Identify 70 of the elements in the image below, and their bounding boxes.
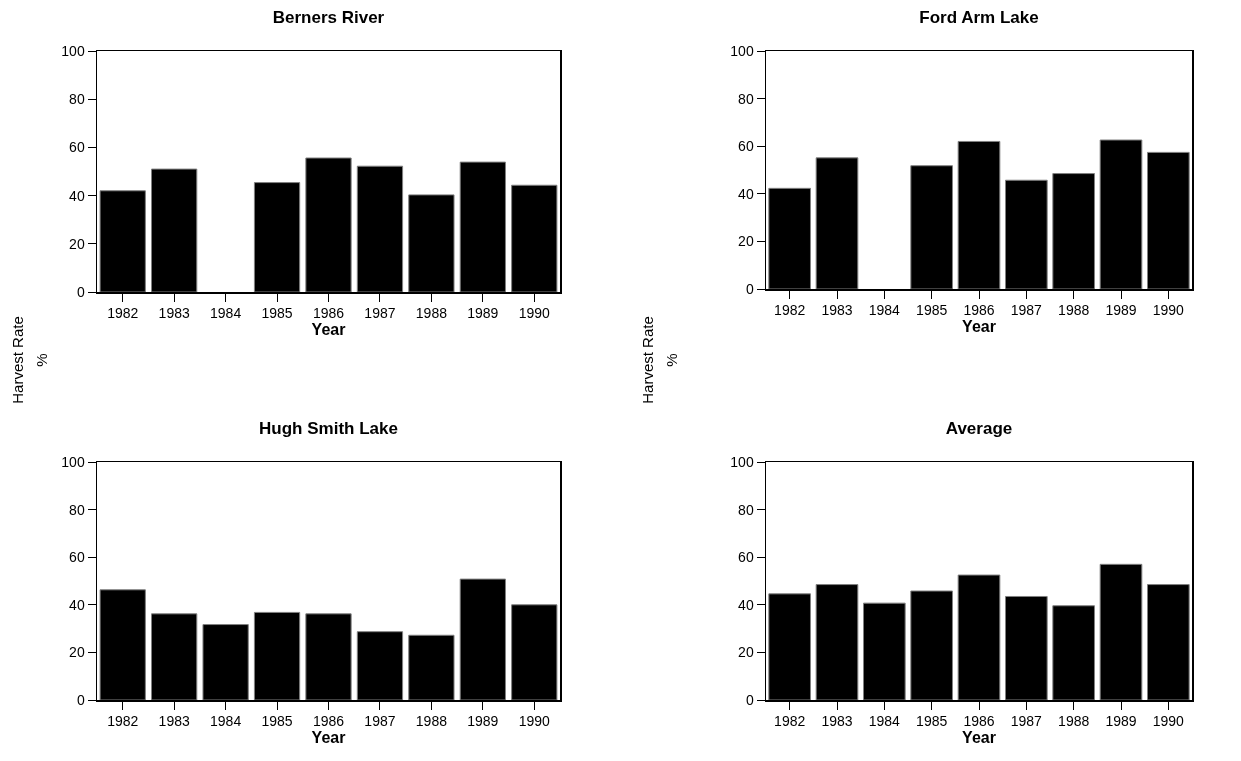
chart-title: Hugh Smith Lake	[259, 419, 398, 438]
x-tick-label: 1983	[158, 713, 190, 730]
y-tick-label: 20	[738, 644, 754, 661]
x-tick-label: 1982	[107, 305, 139, 322]
y-tick-label: 0	[76, 283, 85, 300]
y-tick-label: 80	[738, 501, 754, 518]
x-tick-label: 1984	[868, 302, 901, 319]
x-tick-label: 1985	[916, 302, 948, 319]
x-axis-title: Year	[962, 318, 996, 336]
x-tick-label: 1989	[467, 305, 499, 322]
x-tick-label: 1984	[210, 305, 242, 322]
x-axis-title: Year	[311, 321, 346, 339]
x-tick-label: 1988	[415, 305, 448, 322]
x-tick-label: 1988	[415, 713, 448, 730]
y-tick-label: 0	[745, 280, 754, 297]
y-tick-label: 80	[69, 501, 85, 518]
y-tick-label: 100	[61, 42, 85, 59]
x-tick-label: 1987	[364, 713, 396, 730]
x-tick-label: 1989	[467, 713, 499, 730]
y-tick-label: 80	[738, 90, 754, 107]
x-tick-label: 1984	[210, 713, 242, 730]
x-tick-label: 1988	[1058, 302, 1090, 319]
y-tick-label: 20	[69, 235, 85, 252]
chart-title: Berners River	[272, 8, 385, 27]
y-tick-label: 80	[69, 91, 85, 108]
x-tick-label: 1982	[774, 713, 806, 730]
x-tick-label: 1984	[868, 713, 901, 730]
x-tick-label: 1990	[1152, 302, 1185, 319]
chart-title: Average	[945, 419, 1013, 438]
x-tick-label: 1983	[821, 302, 853, 319]
x-tick-label: 1986	[963, 302, 995, 319]
x-tick-label: 1985	[261, 713, 293, 730]
x-tick-label: 1983	[158, 305, 190, 322]
y-tick-label: 100	[730, 453, 754, 470]
y-tick-label: 40	[69, 596, 85, 613]
y-tick-label: 60	[69, 549, 85, 566]
x-tick-label: 1985	[261, 305, 293, 322]
y-axis-title: Harvest Rate %	[638, 315, 681, 406]
x-tick-label: 1987	[1010, 713, 1043, 730]
x-tick-label: 1986	[312, 713, 345, 730]
chart-title: Ford Arm Lake	[919, 8, 1039, 27]
y-tick-label: 40	[69, 187, 85, 204]
x-tick-label: 1988	[1058, 713, 1090, 730]
y-axis-title: Harvest Rate %	[8, 315, 51, 406]
x-tick-label: 1989	[1105, 713, 1137, 730]
x-tick-label: 1986	[312, 305, 345, 322]
y-tick-label: 20	[69, 644, 85, 661]
x-axis-title: Year	[962, 729, 996, 747]
y-tick-label: 20	[738, 233, 754, 250]
x-tick-label: 1982	[774, 302, 806, 319]
x-tick-label: 1982	[107, 713, 139, 730]
x-tick-label: 1987	[1010, 302, 1043, 319]
x-tick-label: 1990	[1152, 713, 1185, 730]
y-tick-label: 60	[738, 138, 754, 155]
y-tick-label: 0	[76, 691, 85, 708]
x-tick-label: 1990	[518, 305, 551, 322]
y-tick-label: 100	[730, 42, 754, 59]
x-tick-label: 1985	[916, 713, 948, 730]
y-tick-label: 0	[745, 691, 754, 708]
y-tick-label: 100	[61, 453, 85, 470]
y-tick-label: 60	[69, 139, 85, 156]
x-tick-label: 1990	[518, 713, 551, 730]
y-tick-label: 40	[738, 185, 754, 202]
x-tick-label: 1986	[963, 713, 995, 730]
x-tick-label: 1983	[821, 713, 853, 730]
x-axis-title: Year	[311, 729, 346, 747]
x-tick-label: 1989	[1105, 302, 1137, 319]
x-tick-label: 1987	[364, 305, 396, 322]
y-tick-label: 60	[738, 549, 754, 566]
y-tick-label: 40	[738, 596, 754, 613]
